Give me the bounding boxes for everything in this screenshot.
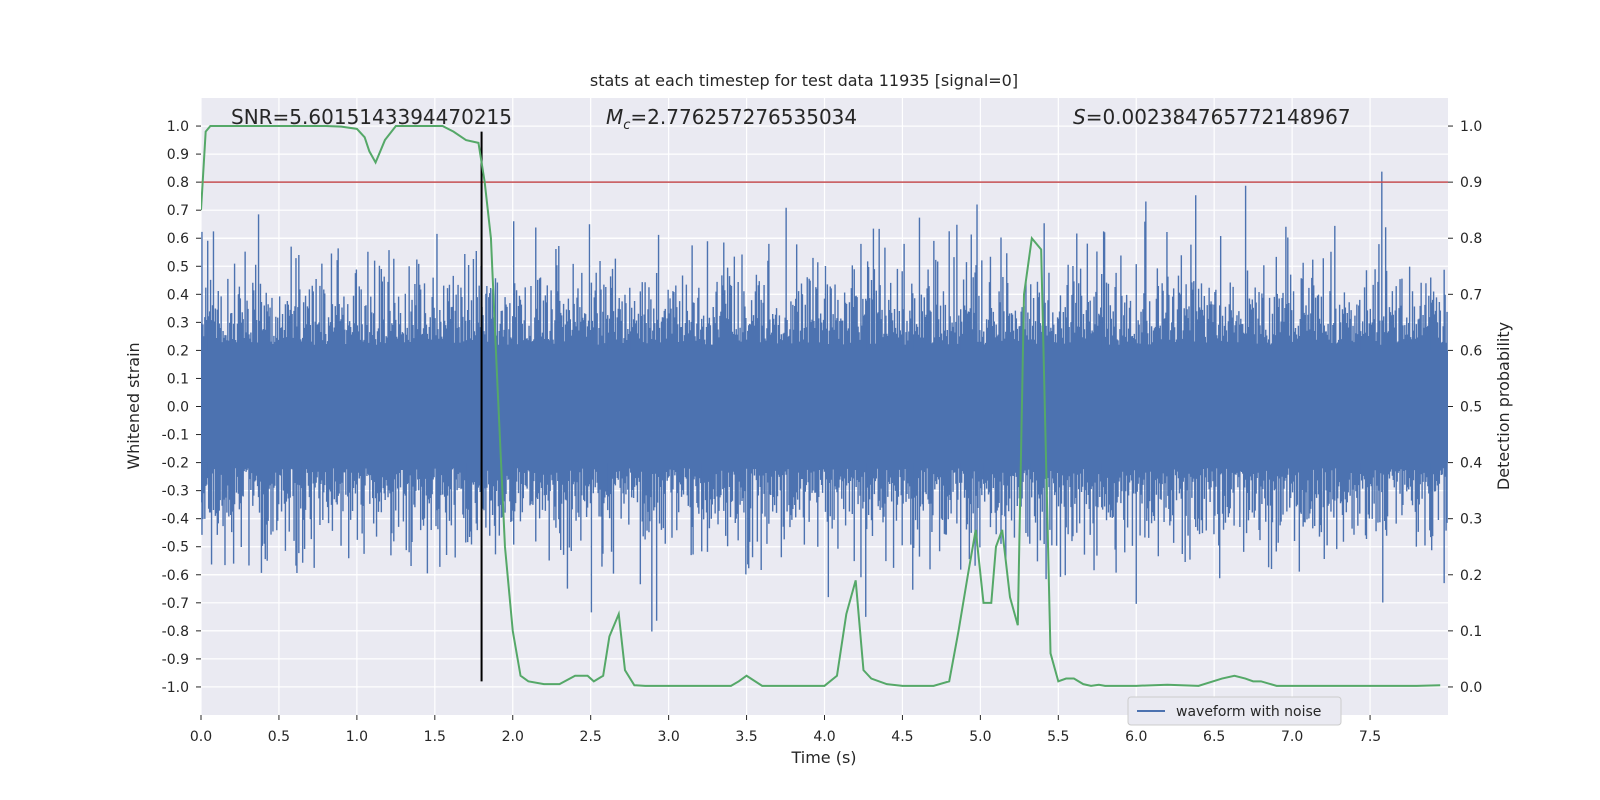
legend-box <box>1127 696 1342 726</box>
left-tick-label: 0.9 <box>167 147 189 163</box>
right-tick-label: 0.0 <box>1460 680 1482 696</box>
right-tick-label: 0.4 <box>1460 456 1482 472</box>
left-tick-label: 0.7 <box>167 203 189 219</box>
x-tick-label: 7.5 <box>1359 729 1381 745</box>
x-tick-label: 2.0 <box>502 729 524 745</box>
right-tick-label: 0.1 <box>1460 624 1482 640</box>
right-y-axis-label: Detection probability <box>1494 322 1513 490</box>
chirp-mass-annotation: Mc=2.776257276535034 <box>606 105 857 133</box>
left-y-axis: 1.0 0.9 0.8 0.7 0.6 0.5 0.4 0.3 0.2 0.1 0.0 -0.1 -0.… <box>162 119 201 696</box>
right-tick-label: 0.3 <box>1460 512 1482 528</box>
x-tick-label: 5.5 <box>1047 729 1069 745</box>
x-tick-label: 2.5 <box>580 729 602 745</box>
chart-title: stats at each timestep for test data 119… <box>590 71 1018 90</box>
s-value: =0.002384765772148967 <box>1086 105 1351 129</box>
x-tick-label: 6.5 <box>1203 729 1225 745</box>
s-symbol: S <box>1073 105 1086 129</box>
left-tick-label: -0.2 <box>162 456 189 472</box>
left-tick-label: 1.0 <box>167 119 189 135</box>
left-tick-label: -0.7 <box>162 596 189 612</box>
x-tick-label: 4.5 <box>891 729 913 745</box>
left-tick-label: 0.2 <box>167 343 189 359</box>
left-tick-label: 0.1 <box>167 371 189 387</box>
left-tick-label: 0.4 <box>167 287 189 303</box>
right-tick-label: 0.8 <box>1460 231 1482 247</box>
right-tick-label: 0.5 <box>1460 400 1482 416</box>
left-tick-label: -1.0 <box>162 680 189 696</box>
left-tick-label: -0.5 <box>162 540 189 556</box>
x-tick-label: 1.5 <box>424 729 446 745</box>
x-tick-label: 0.5 <box>268 729 290 745</box>
right-tick-label: 0.2 <box>1460 568 1482 584</box>
waveform-series <box>201 171 1448 632</box>
x-axis: 0.0 0.5 1.0 1.5 2.0 2.5 3.0 3.5 4.0 4.5 5.0 5.5 6.0 6… <box>190 715 1381 745</box>
detection-probability-line <box>201 125 1441 687</box>
snr-annotation: SNR=5.6015143394470215 <box>231 105 512 129</box>
chirp-mass-subscript: c <box>623 118 630 133</box>
left-tick-label: 0.8 <box>167 175 189 191</box>
legend: waveform with noise <box>1127 696 1342 726</box>
legend-label-waveform: waveform with noise <box>1176 704 1321 720</box>
left-tick-label: -0.8 <box>162 624 189 640</box>
x-tick-label: 3.0 <box>657 729 679 745</box>
right-y-axis: 1.0 0.9 0.8 0.7 0.6 0.5 0.4 0.3 0.2 0.1 0.0 <box>1448 119 1482 696</box>
x-axis-label: Time (s) <box>790 748 856 767</box>
right-tick-label: 1.0 <box>1460 119 1482 135</box>
right-tick-label: 0.9 <box>1460 175 1482 191</box>
x-tick-label: 5.0 <box>969 729 991 745</box>
s-annotation: S=0.002384765772148967 <box>1073 105 1351 129</box>
waveform-core <box>201 350 1448 463</box>
left-tick-label: -0.3 <box>162 484 189 500</box>
left-tick-label: 0.5 <box>167 259 189 275</box>
left-tick-label: -0.4 <box>162 512 189 528</box>
right-tick-label: 0.6 <box>1460 343 1482 359</box>
left-tick-label: 0.3 <box>167 315 189 331</box>
left-tick-label: -0.1 <box>162 428 189 444</box>
x-tick-label: 6.0 <box>1125 729 1147 745</box>
chirp-mass-value: =2.776257276535034 <box>630 105 857 129</box>
left-tick-label: 0.0 <box>167 400 189 416</box>
right-tick-label: 0.7 <box>1460 287 1482 303</box>
left-tick-label: -0.9 <box>162 652 189 668</box>
left-y-axis-label: Whitened strain <box>124 342 143 469</box>
left-tick-label: -0.6 <box>162 568 189 584</box>
x-tick-label: 3.5 <box>735 729 757 745</box>
x-tick-label: 4.0 <box>813 729 835 745</box>
x-tick-label: 0.0 <box>190 729 212 745</box>
x-tick-label: 7.0 <box>1281 729 1303 745</box>
x-tick-label: 1.0 <box>346 729 368 745</box>
left-tick-label: 0.6 <box>167 231 189 247</box>
chirp-mass-symbol: M <box>606 105 623 129</box>
